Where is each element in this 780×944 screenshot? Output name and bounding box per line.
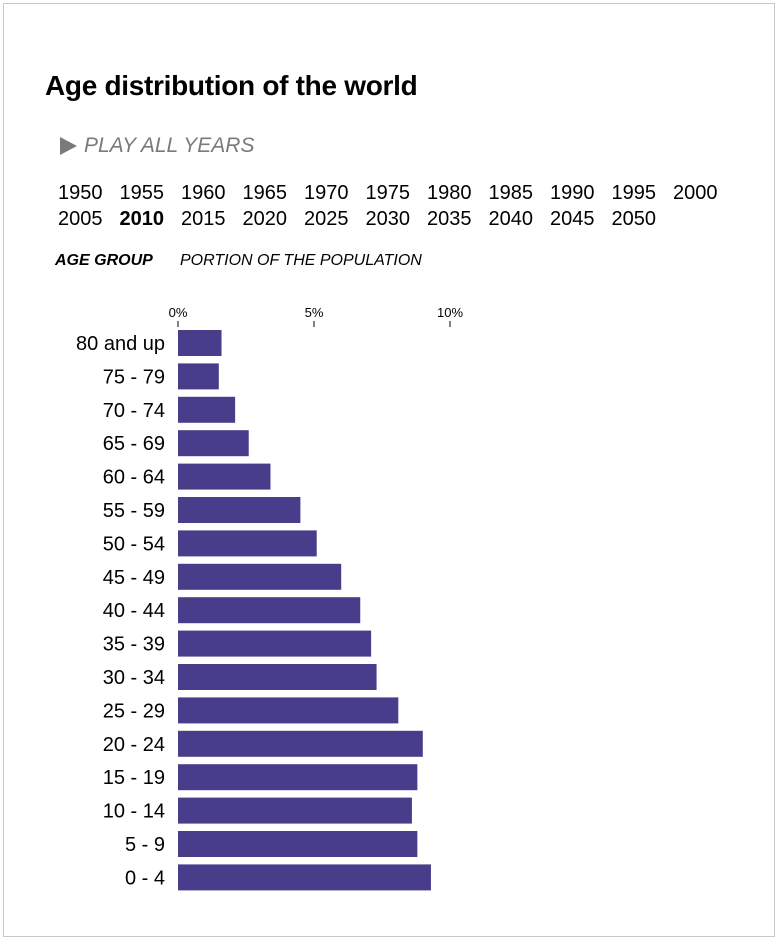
- year-option-2025[interactable]: 2025: [304, 208, 349, 230]
- age-distribution-chart: 0% 5% 10% 80 and up 75 - 79 70 - 74 65 - 69 60 …: [76, 305, 463, 891]
- x-tick-label: 5%: [305, 305, 324, 320]
- age-group-label: 0 - 4: [125, 867, 165, 889]
- age-group-label: 15 - 19: [103, 767, 165, 789]
- age-group-label: 5 - 9: [125, 834, 165, 856]
- age-group-label: 40 - 44: [103, 600, 165, 622]
- play-all-years-button[interactable]: PLAY ALL YEARS: [60, 134, 254, 158]
- year-option-2050[interactable]: 2050: [611, 208, 657, 230]
- year-option-1970[interactable]: 1970: [304, 182, 349, 204]
- year-option-2000[interactable]: 2000: [673, 182, 718, 204]
- bar: [178, 363, 219, 390]
- year-option-2010[interactable]: 2010: [119, 208, 165, 230]
- bar: [178, 764, 418, 791]
- bar: [178, 797, 412, 824]
- x-tick-label: 0%: [169, 305, 188, 320]
- age-group-label: 65 - 69: [103, 433, 165, 455]
- year-option-1985[interactable]: 1985: [488, 182, 534, 204]
- age-group-label: 60 - 64: [103, 467, 165, 489]
- year-option-2005[interactable]: 2005: [58, 208, 103, 230]
- age-group-label: 20 - 24: [103, 734, 165, 756]
- bar: [178, 831, 418, 857]
- year-option-1975[interactable]: 1975: [365, 182, 411, 204]
- bar: [178, 330, 222, 356]
- bar: [178, 697, 399, 724]
- year-option-1990[interactable]: 1990: [550, 182, 595, 204]
- year-option-2040[interactable]: 2040: [488, 208, 534, 230]
- bar: [178, 530, 317, 557]
- x-tick-label: 10%: [437, 305, 463, 320]
- age-group-label: 75 - 79: [103, 366, 165, 388]
- year-option-2030[interactable]: 2030: [365, 208, 411, 230]
- play-icon: [60, 137, 77, 155]
- bar: [178, 730, 423, 757]
- age-group-label: 30 - 34: [103, 667, 165, 689]
- bar: [178, 463, 271, 490]
- bar: [178, 864, 431, 891]
- year-option-2045[interactable]: 2045: [550, 208, 595, 230]
- year-selector: 1950 1955 1960 1965 1970 1975 1980 1985 1990 1995…: [58, 181, 738, 232]
- year-option-1955[interactable]: 1955: [119, 182, 165, 204]
- bar: [178, 396, 236, 423]
- year-option-1980[interactable]: 1980: [427, 182, 472, 204]
- age-group-label: 80 and up: [76, 333, 165, 355]
- year-option-1995[interactable]: 1995: [611, 182, 657, 204]
- bar: [178, 430, 249, 457]
- play-all-years-label: PLAY ALL YEARS: [84, 134, 255, 157]
- age-group-label: 45 - 49: [103, 567, 165, 589]
- bar: [178, 597, 361, 624]
- year-option-1950[interactable]: 1950: [58, 182, 103, 204]
- age-group-header: AGE GROUP: [55, 252, 153, 269]
- age-group-label: 70 - 74: [103, 400, 165, 422]
- year-option-2015[interactable]: 2015: [181, 208, 226, 230]
- age-group-label: 10 - 14: [103, 801, 165, 823]
- age-group-label: 55 - 59: [103, 500, 165, 522]
- bar: [178, 664, 377, 690]
- year-option-2020[interactable]: 2020: [242, 208, 288, 230]
- bar: [178, 497, 301, 523]
- age-group-label: 35 - 39: [103, 634, 165, 656]
- bar: [178, 563, 342, 590]
- year-option-2035[interactable]: 2035: [427, 208, 472, 230]
- portion-header: PORTION OF THE POPULATION: [180, 252, 422, 269]
- age-group-label: 25 - 29: [103, 700, 165, 722]
- year-option-1965[interactable]: 1965: [242, 182, 288, 204]
- year-option-1960[interactable]: 1960: [181, 182, 226, 204]
- page-title: Age distribution of the world: [45, 70, 418, 101]
- bar: [178, 630, 372, 657]
- age-group-label: 50 - 54: [103, 533, 165, 555]
